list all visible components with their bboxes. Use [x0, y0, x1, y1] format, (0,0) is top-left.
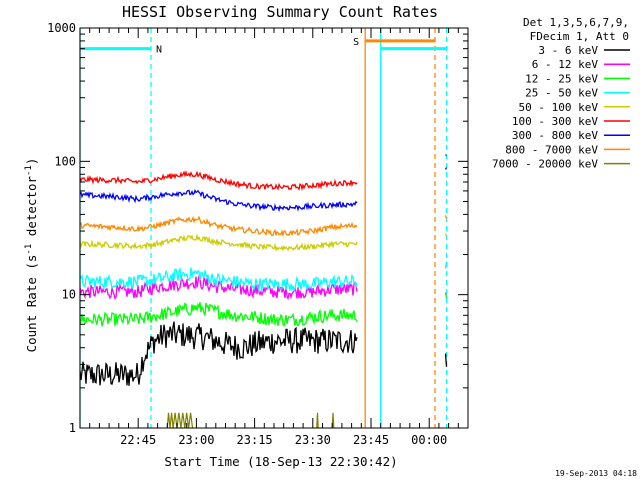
legend-label-5: 100 - 300 keV — [512, 115, 598, 128]
x-axis-label: Start Time (18-Sep-13 22:30:42) — [164, 454, 397, 469]
y-axis-label-suffix: ) — [24, 158, 39, 166]
series-line-2-seg-0 — [79, 302, 358, 327]
series-line-4-seg-1 — [444, 233, 448, 237]
series-line-7-seg-0 — [79, 215, 358, 238]
series-line-3-seg-1 — [444, 261, 448, 269]
legend-label-2: 12 - 25 keV — [525, 72, 598, 85]
legend-label-7: 800 - 7000 keV — [505, 143, 598, 156]
y-tick-label-2: 100 — [54, 154, 76, 168]
series-line-8-seg-0 — [166, 412, 194, 429]
legend: Det 1,3,5,6,7,9, FDecim 1, Att 0 3 - 6 k… — [492, 16, 630, 171]
series-line-6-seg-0 — [79, 188, 358, 213]
y-tick-label-3: 1000 — [47, 21, 76, 35]
flag-label-2: S — [353, 37, 359, 48]
x-tick-label-5: 00:00 — [411, 433, 447, 447]
legend-label-3: 25 - 50 keV — [525, 87, 598, 100]
series-line-0-seg-1 — [444, 353, 448, 367]
series-line-0-seg-0 — [79, 321, 358, 386]
legend-header-line-2: FDecim 1, Att 0 — [530, 30, 629, 43]
y-axis-ticks: 1 10 100 1000 — [47, 21, 468, 435]
chart-title: HESSI Observing Summary Count Rates — [122, 3, 438, 21]
series-line-7-seg-1 — [444, 215, 448, 219]
legend-label-1: 6 - 12 keV — [532, 58, 599, 71]
legend-label-0: 3 - 6 keV — [538, 44, 598, 57]
series-line-6-seg-1 — [444, 167, 448, 170]
series-line-3-seg-0 — [79, 266, 358, 292]
x-tick-label-1: 23:00 — [178, 433, 214, 447]
x-axis-ticks: 22:45 23:00 23:15 23:30 23:45 00:00 — [79, 28, 469, 447]
legend-header-line-1: Det 1,3,5,6,7,9, — [523, 16, 629, 29]
y-axis-label: Count Rate (s-1 detector-1) — [24, 158, 39, 353]
x-tick-label-0: 22:45 — [120, 433, 156, 447]
legend-label-6: 300 - 800 keV — [512, 129, 598, 142]
y-axis-label-mid: detector — [24, 176, 39, 244]
y-axis-label-prefix: Count Rate (s — [24, 255, 39, 353]
y-tick-label-1: 10 — [62, 288, 76, 302]
y-axis-label-sup1: -1 — [24, 244, 34, 255]
series-line-2-seg-1 — [444, 292, 448, 299]
legend-label-4: 50 - 100 keV — [519, 101, 599, 114]
footer-date: 19-Sep-2013 04:18 — [555, 469, 637, 478]
y-tick-label-0: 1 — [69, 421, 76, 435]
x-tick-label-2: 23:15 — [237, 433, 273, 447]
flag-label-0: N — [156, 45, 162, 56]
series-line-5-seg-1 — [445, 154, 447, 157]
flag-lines: NS — [80, 37, 447, 56]
series-group — [79, 154, 448, 429]
x-tick-label-4: 23:45 — [353, 433, 389, 447]
series-line-8-seg-1 — [316, 412, 319, 429]
y-axis-label-sup2: -1 — [24, 165, 34, 176]
series-line-4-seg-0 — [79, 233, 358, 252]
legend-label-8: 7000 - 20000 keV — [492, 158, 598, 171]
series-line-8-seg-2 — [331, 412, 335, 429]
x-tick-label-3: 23:30 — [295, 433, 331, 447]
series-line-5-seg-0 — [79, 169, 358, 192]
vertical-markers — [79, 28, 448, 428]
